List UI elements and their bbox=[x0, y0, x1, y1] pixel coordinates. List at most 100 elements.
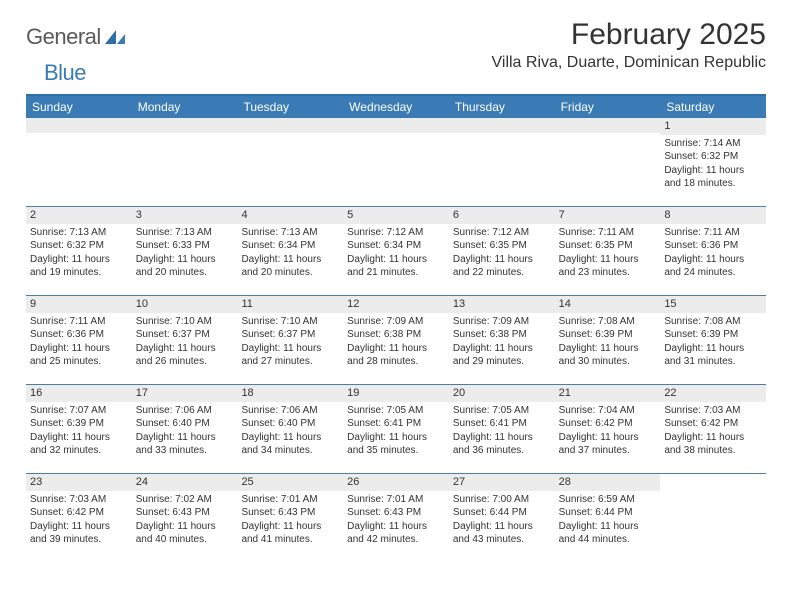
logo-word2: Blue bbox=[44, 60, 86, 86]
day-info-line: Daylight: 11 hours and 39 minutes. bbox=[30, 520, 128, 547]
day-info-line: Daylight: 11 hours and 33 minutes. bbox=[136, 431, 234, 458]
logo-sail-icon bbox=[105, 30, 127, 46]
calendar-day bbox=[132, 118, 238, 206]
day-number: 11 bbox=[237, 296, 343, 313]
location-text: Villa Riva, Duarte, Dominican Republic bbox=[492, 54, 767, 72]
day-number: 22 bbox=[660, 385, 766, 402]
day-number: 10 bbox=[132, 296, 238, 313]
day-info-line: Sunrise: 7:09 AM bbox=[453, 315, 551, 329]
day-number: 20 bbox=[449, 385, 555, 402]
day-info-line: Sunset: 6:37 PM bbox=[241, 328, 339, 342]
day-info-line: Sunrise: 7:08 AM bbox=[559, 315, 657, 329]
day-info-line: Daylight: 11 hours and 30 minutes. bbox=[559, 342, 657, 369]
day-info-line: Sunrise: 7:07 AM bbox=[30, 404, 128, 418]
calendar-day: 6Sunrise: 7:12 AMSunset: 6:35 PMDaylight… bbox=[449, 207, 555, 295]
day-info-line: Sunrise: 7:03 AM bbox=[664, 404, 762, 418]
day-info-line: Daylight: 11 hours and 29 minutes. bbox=[453, 342, 551, 369]
day-info-line: Sunrise: 7:08 AM bbox=[664, 315, 762, 329]
day-info-line: Sunrise: 7:01 AM bbox=[241, 493, 339, 507]
calendar-day: 17Sunrise: 7:06 AMSunset: 6:40 PMDayligh… bbox=[132, 385, 238, 473]
day-info-line: Daylight: 11 hours and 27 minutes. bbox=[241, 342, 339, 369]
day-number bbox=[237, 118, 343, 133]
calendar-day: 15Sunrise: 7:08 AMSunset: 6:39 PMDayligh… bbox=[660, 296, 766, 384]
day-info-line: Sunset: 6:32 PM bbox=[30, 239, 128, 253]
day-info-line: Sunrise: 7:13 AM bbox=[241, 226, 339, 240]
day-number: 18 bbox=[237, 385, 343, 402]
calendar-day: 24Sunrise: 7:02 AMSunset: 6:43 PMDayligh… bbox=[132, 474, 238, 562]
day-info-line: Sunset: 6:42 PM bbox=[664, 417, 762, 431]
day-number: 9 bbox=[26, 296, 132, 313]
calendar-page: General February 2025 Villa Riva, Duarte… bbox=[0, 0, 792, 562]
day-info-line: Sunset: 6:43 PM bbox=[347, 506, 445, 520]
month-title: February 2025 bbox=[492, 18, 767, 52]
calendar-day: 11Sunrise: 7:10 AMSunset: 6:37 PMDayligh… bbox=[237, 296, 343, 384]
day-info-line: Sunset: 6:34 PM bbox=[241, 239, 339, 253]
col-header-mon: Monday bbox=[132, 96, 238, 118]
day-info-line: Sunset: 6:36 PM bbox=[664, 239, 762, 253]
day-info-line: Daylight: 11 hours and 43 minutes. bbox=[453, 520, 551, 547]
day-info-line: Sunset: 6:41 PM bbox=[347, 417, 445, 431]
day-number: 5 bbox=[343, 207, 449, 224]
day-info-line: Daylight: 11 hours and 18 minutes. bbox=[664, 164, 762, 191]
day-info-line: Daylight: 11 hours and 38 minutes. bbox=[664, 431, 762, 458]
calendar-day bbox=[449, 118, 555, 206]
calendar-day bbox=[237, 118, 343, 206]
day-number: 25 bbox=[237, 474, 343, 491]
calendar-week: 1Sunrise: 7:14 AMSunset: 6:32 PMDaylight… bbox=[26, 118, 766, 207]
col-header-sat: Saturday bbox=[660, 96, 766, 118]
day-info-line: Sunset: 6:34 PM bbox=[347, 239, 445, 253]
day-info-line: Daylight: 11 hours and 26 minutes. bbox=[136, 342, 234, 369]
day-number: 26 bbox=[343, 474, 449, 491]
day-info-line: Daylight: 11 hours and 34 minutes. bbox=[241, 431, 339, 458]
day-number: 19 bbox=[343, 385, 449, 402]
day-info-line: Sunset: 6:43 PM bbox=[136, 506, 234, 520]
day-info-line: Daylight: 11 hours and 40 minutes. bbox=[136, 520, 234, 547]
day-info-line: Daylight: 11 hours and 36 minutes. bbox=[453, 431, 551, 458]
day-info-line: Daylight: 11 hours and 31 minutes. bbox=[664, 342, 762, 369]
day-number: 2 bbox=[26, 207, 132, 224]
calendar-day: 1Sunrise: 7:14 AMSunset: 6:32 PMDaylight… bbox=[660, 118, 766, 206]
day-info-line: Sunset: 6:37 PM bbox=[136, 328, 234, 342]
day-info-line: Sunset: 6:42 PM bbox=[30, 506, 128, 520]
calendar-day: 13Sunrise: 7:09 AMSunset: 6:38 PMDayligh… bbox=[449, 296, 555, 384]
col-header-tue: Tuesday bbox=[237, 96, 343, 118]
day-info-line: Sunrise: 7:11 AM bbox=[30, 315, 128, 329]
day-info-line: Sunrise: 7:10 AM bbox=[136, 315, 234, 329]
day-number: 13 bbox=[449, 296, 555, 313]
day-info-line: Sunset: 6:40 PM bbox=[241, 417, 339, 431]
calendar-day: 20Sunrise: 7:05 AMSunset: 6:41 PMDayligh… bbox=[449, 385, 555, 473]
day-info-line: Daylight: 11 hours and 23 minutes. bbox=[559, 253, 657, 280]
calendar-day: 21Sunrise: 7:04 AMSunset: 6:42 PMDayligh… bbox=[555, 385, 661, 473]
day-info-line: Sunrise: 7:13 AM bbox=[30, 226, 128, 240]
day-info-line: Sunset: 6:40 PM bbox=[136, 417, 234, 431]
calendar-day: 14Sunrise: 7:08 AMSunset: 6:39 PMDayligh… bbox=[555, 296, 661, 384]
day-info-line: Sunrise: 7:05 AM bbox=[453, 404, 551, 418]
day-info-line: Sunrise: 7:02 AM bbox=[136, 493, 234, 507]
day-info-line: Sunset: 6:35 PM bbox=[453, 239, 551, 253]
day-number: 28 bbox=[555, 474, 661, 491]
calendar-day: 23Sunrise: 7:03 AMSunset: 6:42 PMDayligh… bbox=[26, 474, 132, 562]
day-info-line: Daylight: 11 hours and 37 minutes. bbox=[559, 431, 657, 458]
calendar-week: 16Sunrise: 7:07 AMSunset: 6:39 PMDayligh… bbox=[26, 385, 766, 474]
day-number bbox=[343, 118, 449, 133]
day-number bbox=[132, 118, 238, 133]
col-header-fri: Friday bbox=[555, 96, 661, 118]
calendar-day: 5Sunrise: 7:12 AMSunset: 6:34 PMDaylight… bbox=[343, 207, 449, 295]
day-number: 14 bbox=[555, 296, 661, 313]
col-header-sun: Sunday bbox=[26, 96, 132, 118]
day-info-line: Daylight: 11 hours and 32 minutes. bbox=[30, 431, 128, 458]
day-info-line: Sunrise: 7:03 AM bbox=[30, 493, 128, 507]
day-info-line: Sunrise: 7:04 AM bbox=[559, 404, 657, 418]
day-info-line: Sunrise: 7:06 AM bbox=[241, 404, 339, 418]
day-info-line: Sunrise: 7:09 AM bbox=[347, 315, 445, 329]
day-info-line: Sunset: 6:44 PM bbox=[559, 506, 657, 520]
calendar-day: 25Sunrise: 7:01 AMSunset: 6:43 PMDayligh… bbox=[237, 474, 343, 562]
calendar-day: 26Sunrise: 7:01 AMSunset: 6:43 PMDayligh… bbox=[343, 474, 449, 562]
calendar-day: 12Sunrise: 7:09 AMSunset: 6:38 PMDayligh… bbox=[343, 296, 449, 384]
calendar-week: 9Sunrise: 7:11 AMSunset: 6:36 PMDaylight… bbox=[26, 296, 766, 385]
calendar-day: 7Sunrise: 7:11 AMSunset: 6:35 PMDaylight… bbox=[555, 207, 661, 295]
day-info-line: Daylight: 11 hours and 41 minutes. bbox=[241, 520, 339, 547]
day-number bbox=[555, 118, 661, 133]
day-number: 15 bbox=[660, 296, 766, 313]
day-number: 1 bbox=[660, 118, 766, 135]
